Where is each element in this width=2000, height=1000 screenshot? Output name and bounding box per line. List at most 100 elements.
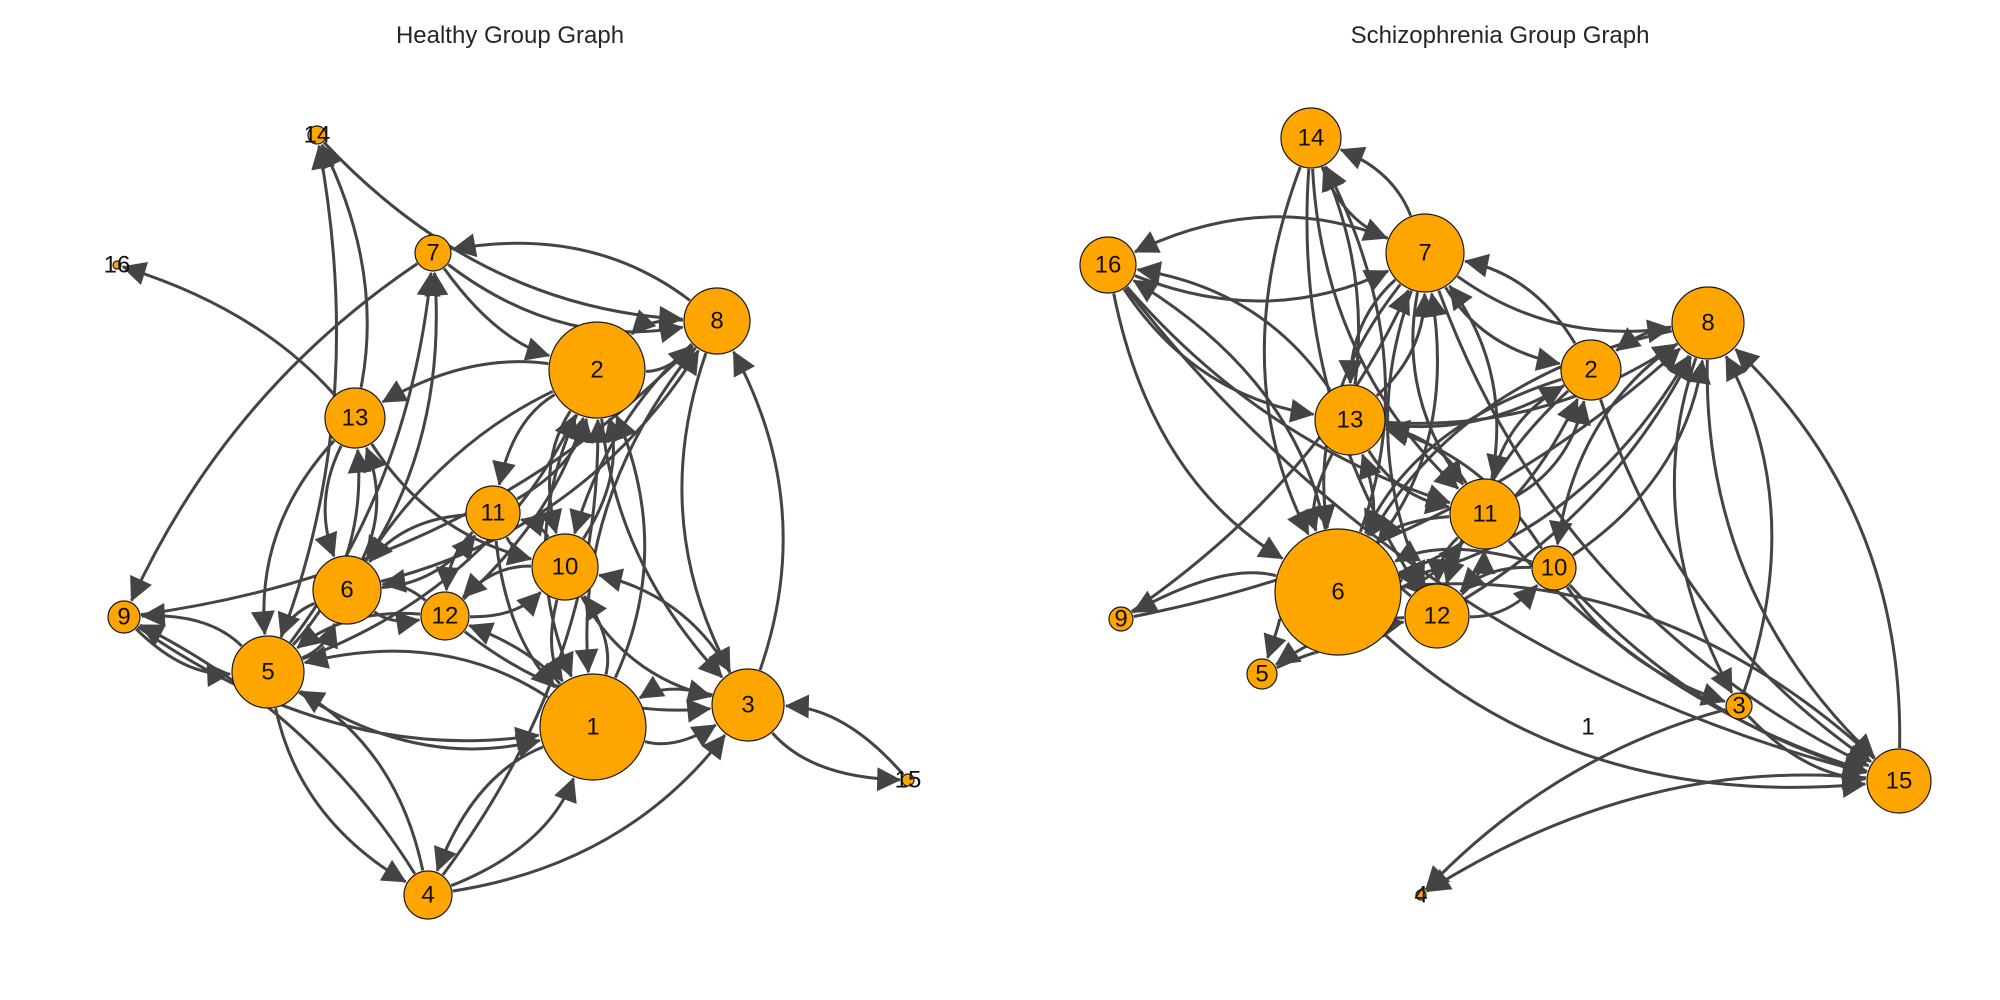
node-12: 12 [421, 592, 469, 640]
node-13: 13 [325, 388, 385, 448]
node-15-label: 15 [1886, 768, 1913, 795]
node-6-label: 6 [340, 577, 353, 604]
edge-6-to-8 [1401, 356, 1689, 579]
node-3-label: 3 [1732, 693, 1745, 720]
edge-15-to-3 [786, 706, 903, 775]
node-2-label: 2 [1584, 357, 1597, 384]
node-4: 4 [404, 871, 452, 919]
node-8: 8 [684, 288, 750, 354]
node-5-label: 5 [1255, 661, 1268, 688]
node-8-label: 8 [1701, 310, 1714, 337]
node-5-label: 5 [261, 659, 274, 686]
node-11-label: 11 [481, 500, 506, 527]
node-9: 9 [1109, 606, 1133, 633]
edge-3-to-15 [772, 733, 900, 780]
node-12: 12 [1405, 584, 1469, 648]
edge-8-to-6 [1371, 331, 1672, 536]
edge-7-to-8 [1458, 276, 1671, 331]
node-6: 6 [1275, 529, 1401, 655]
node-13-label: 13 [342, 405, 369, 432]
node-10: 10 [532, 534, 598, 600]
node-15-label: 15 [895, 767, 922, 794]
edge-6-to-9 [1133, 573, 1276, 612]
edge-15-to-4 [1427, 775, 1866, 891]
node-14-label: 14 [1298, 125, 1325, 152]
node-7-label: 7 [1418, 240, 1431, 267]
node-1-label: 1 [1581, 714, 1594, 741]
node-2: 2 [549, 322, 645, 418]
node-14-label: 14 [304, 122, 331, 149]
node-15: 15 [1867, 749, 1931, 813]
edge-16-to-7 [1135, 271, 1388, 301]
edge-7-to-14 [1341, 150, 1411, 216]
node-3: 3 [712, 669, 784, 741]
node-8-label: 8 [710, 308, 723, 335]
node-10: 10 [1532, 546, 1576, 590]
edge-6-to-5 [1268, 617, 1280, 658]
node-7: 7 [1386, 214, 1464, 292]
edge-8-to-3 [1674, 358, 1732, 693]
node-10-label: 10 [552, 554, 579, 581]
edge-3-to-15 [1749, 716, 1866, 779]
node-16-label: 16 [104, 252, 131, 279]
edge-3-to-4 [1426, 710, 1726, 890]
node-1-label: 1 [586, 714, 599, 741]
node-1: 1 [1581, 714, 1594, 741]
edge-2-to-7 [1465, 261, 1575, 343]
edge-3-to-8 [1726, 356, 1772, 692]
edge-2-to-11 [499, 395, 555, 485]
edge-13-to-14 [322, 145, 367, 388]
node-16: 16 [104, 252, 131, 279]
node-13-label: 13 [1337, 407, 1364, 434]
edge-10-to-12 [463, 566, 531, 597]
edge-1-to-3 [645, 725, 716, 744]
node-3-label: 3 [741, 692, 754, 719]
node-2-label: 2 [590, 357, 603, 384]
edge-3-to-8 [734, 352, 784, 670]
edge-11-to-7 [1450, 286, 1497, 479]
node-15: 15 [895, 767, 922, 794]
edge-1-to-2 [615, 416, 644, 678]
edge-13-to-16 [123, 267, 335, 395]
node-2: 2 [1561, 340, 1621, 400]
node-8: 8 [1672, 287, 1744, 359]
node-11: 11 [1450, 479, 1520, 549]
node-16-label: 16 [1095, 252, 1122, 279]
node-9: 9 [108, 601, 140, 633]
edge-6-to-13 [363, 448, 377, 559]
node-1: 1 [540, 674, 646, 780]
edge-10-to-3 [1567, 587, 1725, 701]
node-7: 7 [415, 235, 451, 271]
node-7-label: 7 [426, 240, 439, 267]
edge-1-to-5 [305, 651, 548, 697]
edge-2-to-3 [602, 419, 722, 677]
node-12-label: 12 [432, 603, 459, 630]
node-16: 16 [1080, 237, 1136, 293]
schizophrenia-group-graph: 12345678910111213141516 [1080, 108, 1931, 909]
edge-1-to-4 [437, 747, 543, 871]
node-14: 14 [304, 122, 331, 149]
edge-8-to-3 [682, 353, 730, 671]
node-11-label: 11 [1473, 501, 1498, 528]
edge-10-to-15 [1570, 585, 1867, 772]
node-6: 6 [313, 556, 381, 624]
node-4: 4 [1414, 882, 1427, 909]
node-5: 5 [1247, 659, 1277, 689]
node-14: 14 [1281, 108, 1341, 168]
edge-3-to-10 [599, 575, 730, 673]
node-4-label: 4 [421, 882, 434, 909]
node-10-label: 10 [1541, 555, 1568, 582]
edge-15-to-8 [1736, 349, 1900, 748]
node-3: 3 [1726, 693, 1752, 720]
node-5: 5 [232, 636, 304, 708]
edge-4-to-1 [451, 778, 573, 885]
node-4-label: 4 [1414, 882, 1427, 909]
edge-6-to-15 [1385, 635, 1865, 787]
edge-16-to-6 [1114, 293, 1283, 558]
node-11: 11 [466, 486, 520, 540]
node-6-label: 6 [1331, 579, 1344, 606]
node-9-label: 9 [1114, 606, 1127, 633]
